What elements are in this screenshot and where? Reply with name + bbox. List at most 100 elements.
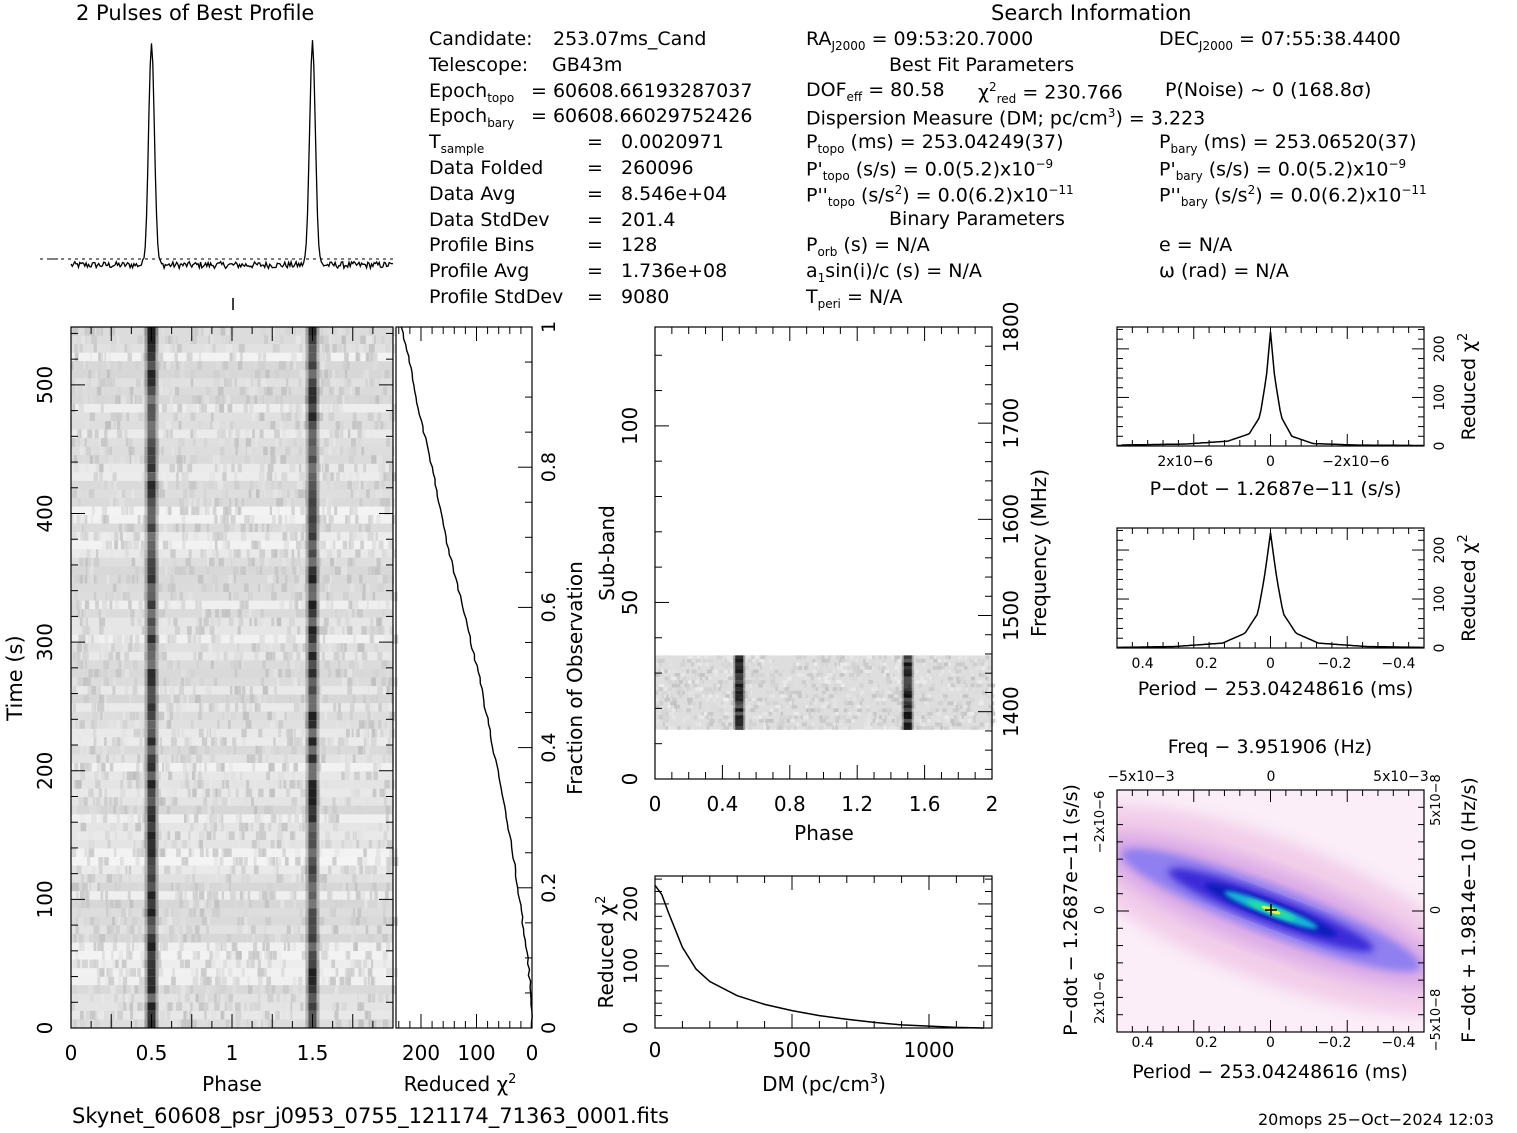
heatmap-speck [197, 574, 204, 584]
band-speck [793, 711, 799, 716]
heatmap-speck [143, 797, 147, 807]
heatmap-speck [108, 737, 111, 747]
heatmap-speck [114, 831, 118, 841]
heatmap-speck [299, 677, 304, 687]
heatmap-speck [83, 361, 86, 371]
heatmap-speck [248, 386, 254, 396]
heatmap-speck [167, 634, 171, 644]
heatmap-speck [88, 489, 95, 499]
heatmap-speck [385, 600, 390, 610]
heatmap-speck [104, 609, 107, 619]
band-speck [819, 697, 826, 702]
heatmap-speck [226, 848, 230, 858]
heatmap-speck [207, 985, 213, 995]
heatmap-speck [199, 703, 202, 713]
heatmap-speck [295, 532, 298, 542]
heatmap-speck [292, 780, 296, 790]
heatmap-speck [271, 549, 277, 559]
band-speck [948, 690, 955, 695]
heatmap-speck [135, 634, 140, 644]
heatmap-speck [158, 352, 164, 362]
heatmap-speck [220, 762, 225, 773]
heatmap-row [71, 412, 393, 422]
heatmap-row [71, 694, 393, 704]
heatmap-speck [164, 839, 167, 849]
heatmap-speck [255, 831, 262, 841]
heatmap-row [71, 976, 393, 986]
heatmap-speck [298, 446, 303, 456]
heatmap-speck [283, 651, 289, 661]
heatmap-speck [315, 361, 321, 371]
heatmap-speck [376, 386, 382, 396]
pulse-cell [308, 839, 317, 849]
heatmap-speck [222, 489, 226, 499]
heatmap-speck [158, 369, 162, 379]
pulse-halo [305, 557, 320, 567]
heatmap-row [71, 780, 393, 790]
band-speck [712, 704, 716, 709]
heatmap-speck [258, 968, 264, 978]
pulse-halo [305, 933, 320, 944]
heatmap-speck [105, 421, 111, 431]
band-speck [961, 711, 968, 716]
heatmap-speck [244, 378, 249, 388]
heatmap-speck [223, 651, 228, 661]
heatmap-speck [142, 814, 146, 824]
heatmap-speck [76, 1002, 79, 1012]
pulse-cell [147, 677, 156, 687]
heatmap-speck [76, 438, 80, 448]
heatmap-speck [216, 549, 219, 559]
heatmap-speck [90, 574, 94, 584]
heatmap-speck [175, 703, 182, 713]
heatmap-speck [367, 711, 371, 721]
heatmap-speck [77, 386, 84, 396]
heatmap-speck [220, 737, 227, 747]
heatmap-speck [178, 566, 183, 576]
heatmap-speck [320, 737, 326, 747]
heatmap-speck [362, 480, 367, 490]
band-speck [783, 687, 790, 692]
x-tick-label: 0 [65, 1041, 78, 1065]
band-speck [878, 655, 882, 660]
heatmap-speck [124, 677, 128, 687]
heatmap-speck [305, 361, 308, 371]
pulse-halo [305, 916, 320, 926]
heatmap-speck [293, 737, 300, 747]
heatmap-speck [315, 557, 322, 567]
heatmap-speck [116, 412, 123, 422]
band-speck [988, 683, 993, 688]
band-speck [764, 708, 770, 713]
pulse-cell [147, 395, 156, 405]
heatmap-speck [73, 335, 77, 345]
heatmap-speck [113, 583, 116, 593]
heatmap-speck [89, 959, 96, 969]
heatmap-speck [154, 985, 161, 995]
heatmap-speck [339, 446, 344, 456]
heatmap-speck [165, 335, 168, 345]
heatmap-speck [341, 874, 346, 884]
band-speck [656, 715, 660, 720]
heatmap-speck [210, 822, 216, 832]
heatmap-speck [336, 369, 339, 379]
heatmap-speck [367, 968, 373, 978]
pulse-halo [305, 344, 320, 354]
heatmap-speck [376, 617, 382, 627]
heatmap-speck [200, 549, 207, 559]
heatmap-speck [365, 925, 369, 935]
band-speck [821, 655, 825, 660]
heatmap-speck [74, 574, 80, 584]
band-speck [723, 676, 727, 681]
heatmap-speck [161, 446, 164, 456]
heatmap-speck [201, 369, 207, 379]
heatmap-speck [93, 532, 100, 542]
heatmap-speck [133, 771, 140, 781]
heatmap-speck [254, 703, 258, 713]
heatmap-speck [265, 668, 271, 678]
band-speck [755, 704, 759, 709]
heatmap-speck [274, 566, 279, 576]
heatmap-speck [332, 797, 336, 807]
band-speck [745, 655, 751, 660]
heatmap-speck [304, 455, 308, 465]
heatmap-speck [136, 788, 140, 798]
band-speck [770, 680, 776, 684]
